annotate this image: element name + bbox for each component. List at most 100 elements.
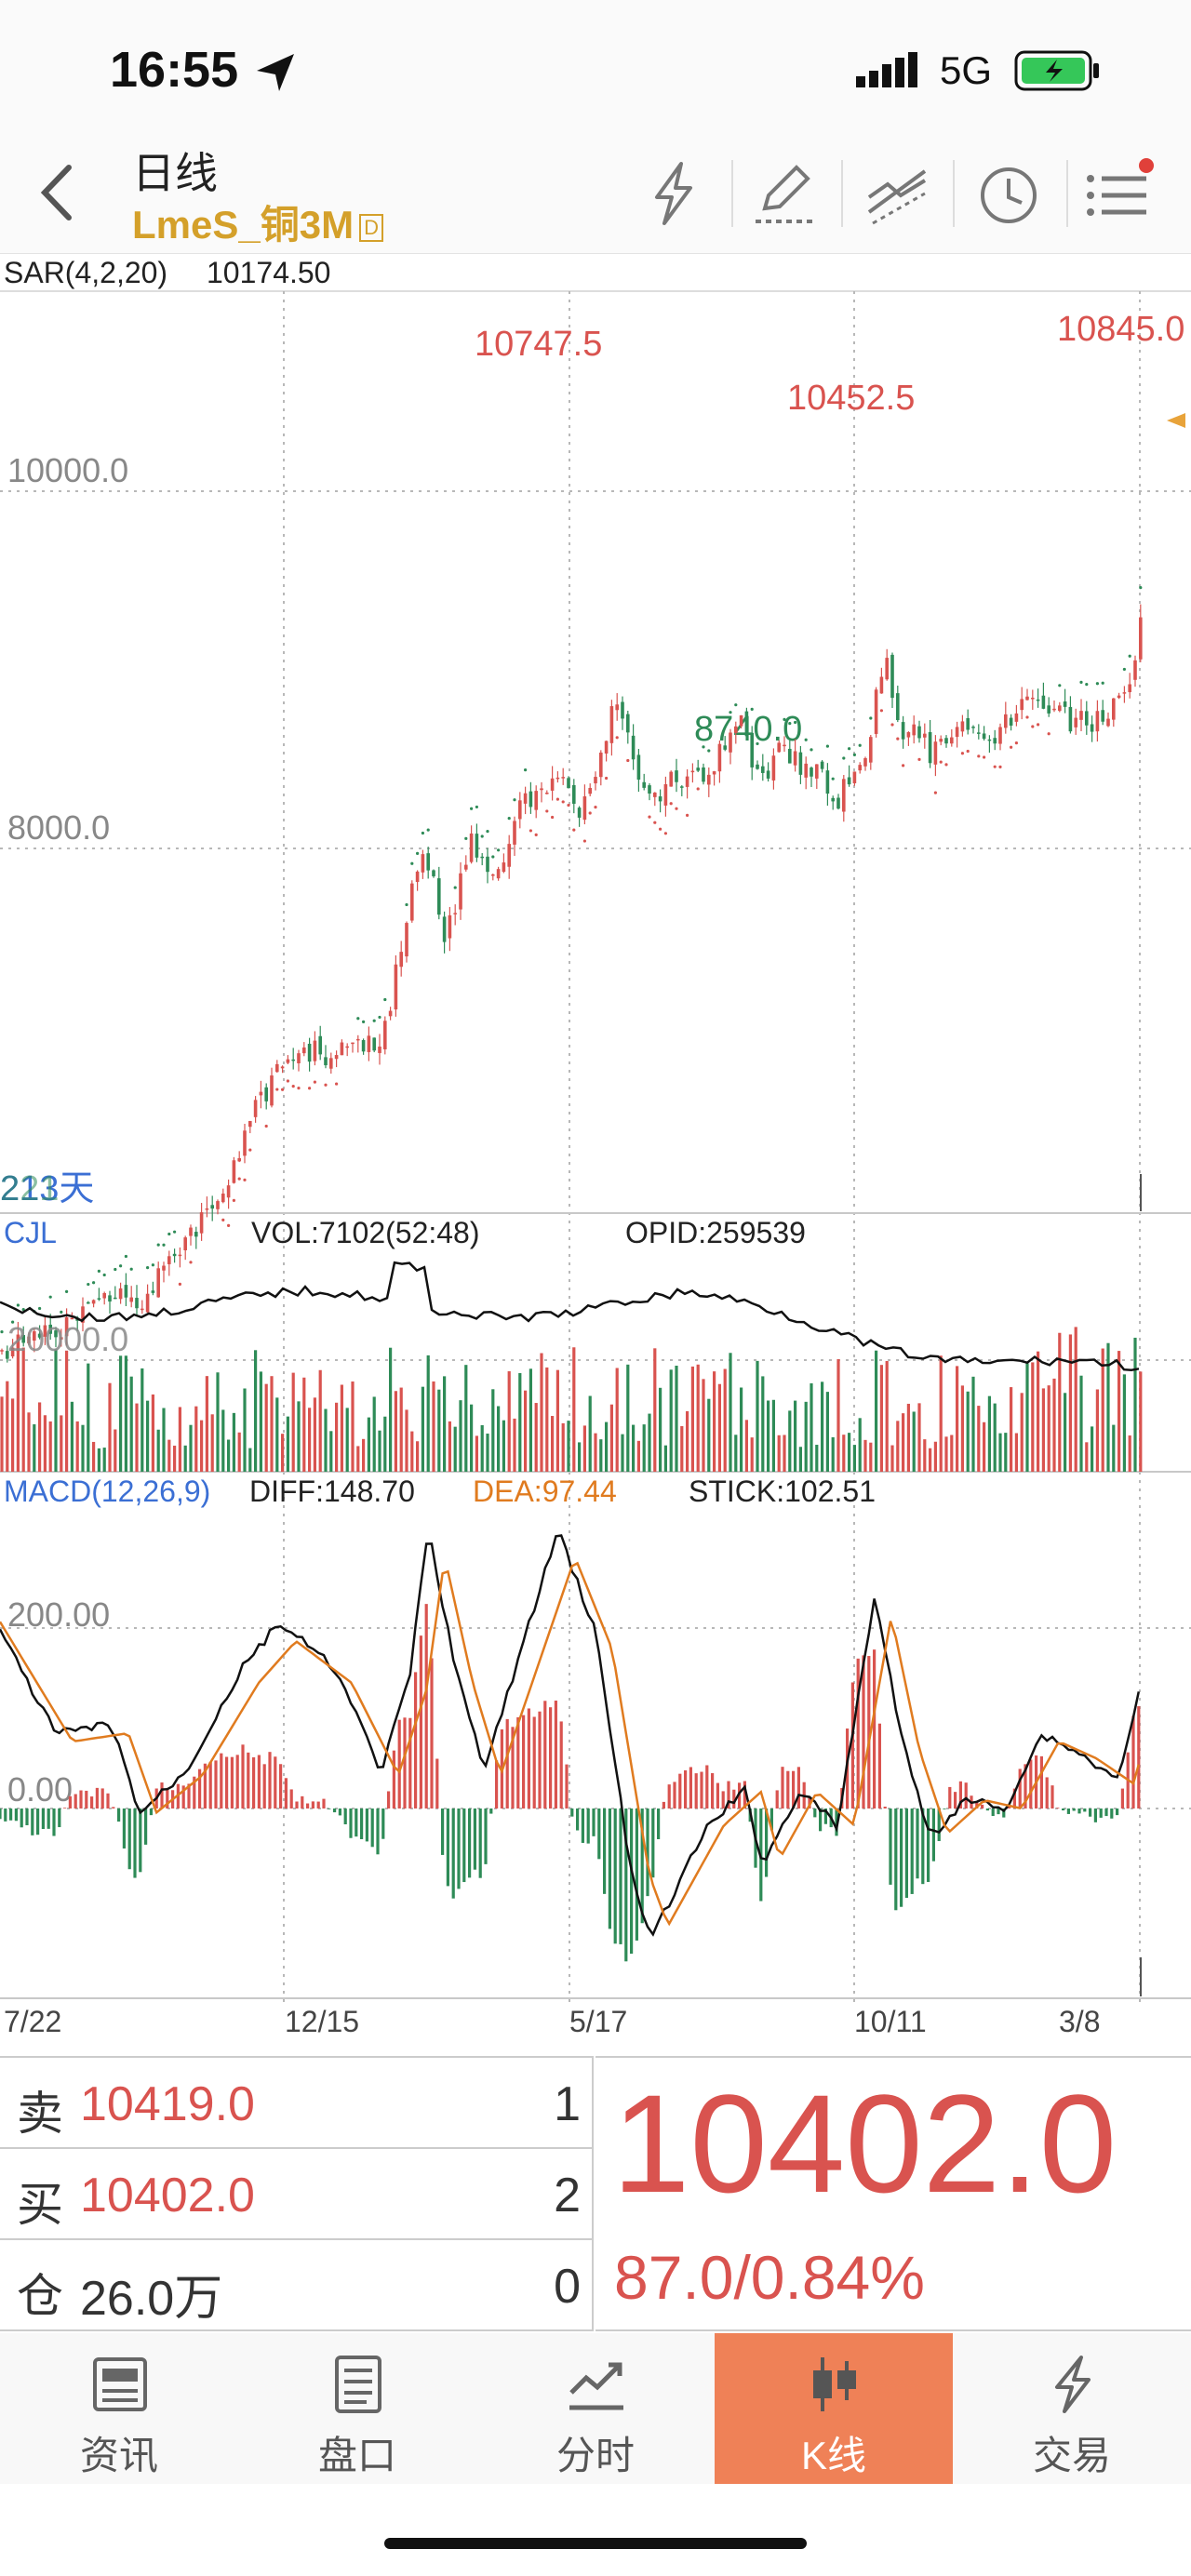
macd-bar xyxy=(63,1808,67,1809)
nav-kline[interactable]: K线 xyxy=(715,2333,953,2484)
macd-bar xyxy=(684,1769,688,1809)
candle-body xyxy=(480,856,484,859)
nav-intraday[interactable]: 分时 xyxy=(476,2333,715,2484)
volume-bar xyxy=(917,1403,921,1472)
sar-dot xyxy=(663,832,668,835)
candle-body xyxy=(432,870,435,876)
last-price-panel xyxy=(596,2056,1191,2331)
candle-body xyxy=(1047,705,1050,714)
menu-icon[interactable] xyxy=(1081,156,1156,231)
macd-bar xyxy=(543,1701,547,1809)
macd-bar xyxy=(36,1809,40,1835)
volume-bar xyxy=(340,1384,343,1472)
sar-dot xyxy=(87,1282,90,1287)
candle-body xyxy=(475,834,479,858)
macd-bar xyxy=(1039,1755,1043,1809)
candle-body xyxy=(141,1308,144,1311)
volume-bar xyxy=(534,1403,538,1472)
ask-row[interactable]: 卖 10419.0 1 xyxy=(0,2058,592,2149)
candle-body xyxy=(712,771,716,775)
macd-bar xyxy=(522,1715,526,1809)
volume-bar xyxy=(16,1350,20,1472)
macd-y-label-0: 0.00 xyxy=(7,1770,73,1809)
candle-body xyxy=(815,764,819,779)
volume-bar xyxy=(1122,1374,1126,1472)
candle-body xyxy=(955,727,959,738)
macd-bar xyxy=(193,1776,196,1809)
sar-dot xyxy=(545,809,549,813)
network-type: 5G xyxy=(940,48,993,92)
macd-bar xyxy=(181,1785,185,1809)
clock-icon[interactable] xyxy=(971,156,1046,231)
macd-bar xyxy=(975,1801,979,1809)
volume-bar xyxy=(259,1371,262,1472)
x-label-4: 10/11 xyxy=(854,2005,927,2038)
volume-bar xyxy=(324,1408,328,1472)
macd-bar xyxy=(635,1809,638,1941)
volume-bar xyxy=(1052,1378,1056,1472)
candle-body xyxy=(912,724,916,736)
trendline-icon[interactable] xyxy=(860,156,934,231)
candle-body xyxy=(108,1295,112,1302)
sar-dot xyxy=(605,776,609,781)
volume-bar xyxy=(756,1360,759,1472)
macd-bar xyxy=(505,1718,509,1809)
kline-chart-area[interactable]: SAR(4,2,20) 10174.50 10000.0 8000.0 1074… xyxy=(0,253,1191,2056)
volume-bar xyxy=(890,1445,894,1472)
macd-bar xyxy=(813,1809,817,1818)
sar-dot xyxy=(97,1269,100,1273)
macd-bar xyxy=(1008,1806,1011,1809)
volume-bar xyxy=(270,1376,274,1472)
volume-bar xyxy=(475,1435,478,1472)
macd-bar xyxy=(997,1809,1000,1815)
volume-bar xyxy=(1037,1351,1040,1472)
macd-bar xyxy=(700,1771,703,1809)
candle-body xyxy=(421,854,425,873)
volume-bar xyxy=(669,1369,673,1472)
volume-bar xyxy=(858,1418,862,1472)
candle-body xyxy=(615,704,619,711)
last-price-marker xyxy=(1167,413,1185,428)
volume-bar xyxy=(1004,1433,1008,1472)
macd-bar xyxy=(489,1809,493,1814)
volume-bar xyxy=(459,1400,462,1472)
candle-body xyxy=(744,711,749,737)
macd-bar xyxy=(1104,1809,1108,1817)
macd-bar xyxy=(1116,1809,1119,1816)
volume-bar xyxy=(60,1415,63,1472)
macd-bar xyxy=(58,1809,61,1828)
volume-bar xyxy=(254,1350,258,1472)
toolbar-divider xyxy=(953,160,955,227)
volume-bar xyxy=(529,1368,532,1472)
candle-body xyxy=(529,791,533,808)
y-label-8000: 8000.0 xyxy=(7,808,110,847)
volume-bar xyxy=(189,1424,193,1472)
macd-bar xyxy=(20,1809,23,1828)
volume-bar xyxy=(983,1421,986,1472)
flash-icon[interactable] xyxy=(636,156,711,231)
nav-news[interactable]: 资讯 xyxy=(0,2333,238,2484)
macd-bar xyxy=(1093,1809,1097,1822)
macd-bar xyxy=(268,1752,272,1809)
macd-bar xyxy=(1024,1764,1027,1809)
bid-row[interactable]: 买 10402.0 2 xyxy=(0,2149,592,2240)
macd-bar xyxy=(446,1809,449,1887)
volume-bar xyxy=(555,1369,559,1472)
sar-dot xyxy=(378,1015,381,1020)
volume-bar xyxy=(1031,1362,1035,1472)
draw-pen-icon[interactable] xyxy=(748,156,823,231)
macd-bar xyxy=(894,1809,898,1911)
macd-bar xyxy=(592,1809,596,1836)
volume-bar xyxy=(437,1389,441,1472)
macd-bar xyxy=(619,1809,622,1944)
volume-bar xyxy=(912,1411,916,1472)
nav-trade[interactable]: 交易 xyxy=(953,2333,1191,2484)
sar-dot xyxy=(372,1019,376,1022)
nav-order-book[interactable]: 盘口 xyxy=(238,2333,476,2484)
back-icon[interactable] xyxy=(33,160,80,225)
sar-dot xyxy=(324,1083,328,1087)
macd-bar xyxy=(9,1809,13,1821)
sar-dot xyxy=(1095,682,1099,686)
candle-body xyxy=(114,1297,117,1300)
instrument-name: LmeS_铜3M D xyxy=(132,194,383,250)
